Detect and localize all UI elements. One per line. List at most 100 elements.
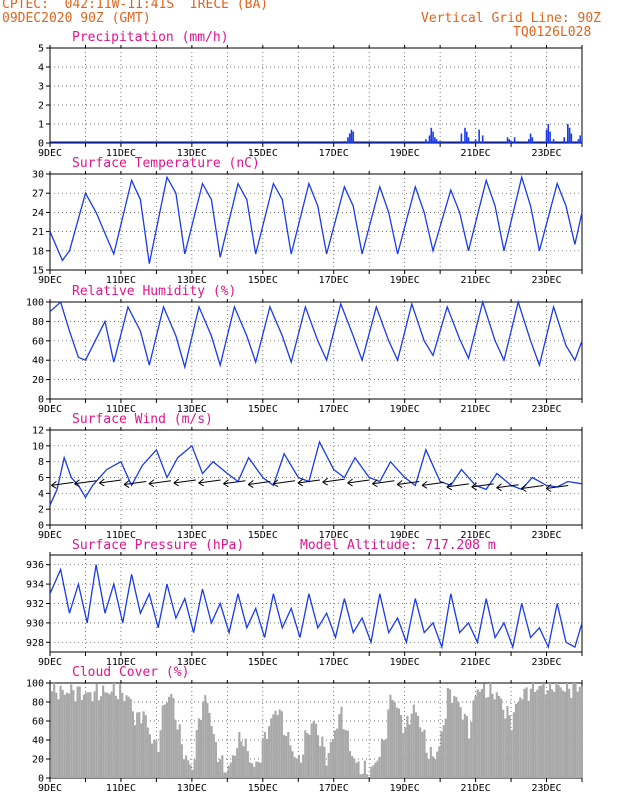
cloud-bar	[317, 735, 320, 778]
wind-vector-shaft	[322, 478, 345, 483]
precip-xtick-label: 21DEC	[461, 148, 491, 159]
cloud-xtick-label: 23DEC	[531, 783, 561, 794]
wind-vector-shaft	[521, 485, 544, 489]
cloud-bar	[574, 683, 577, 778]
cloud-bar	[259, 762, 262, 778]
wind-vector-shaft	[546, 485, 569, 489]
cloud-bar	[80, 700, 83, 778]
cloud-ytick-label: 40	[32, 736, 44, 747]
cloud-bar	[176, 729, 179, 778]
wind-vector-head	[521, 484, 527, 492]
cloud-bar	[448, 689, 452, 778]
wind-vector-head	[123, 480, 130, 488]
cloud-bar	[565, 683, 569, 778]
cloud-bar	[391, 699, 394, 778]
cloud-bar	[321, 736, 324, 778]
cloud-bar	[76, 686, 79, 778]
cloud-bar	[395, 707, 398, 778]
cloud-bar	[308, 734, 311, 778]
cloud-bar	[502, 709, 505, 778]
cloud-bar	[268, 726, 271, 778]
precip-bar	[430, 127, 433, 143]
wind-vector-shaft	[148, 480, 172, 485]
precip-frame	[49, 47, 583, 144]
precip-bar	[552, 139, 555, 143]
wind-vector	[421, 480, 445, 489]
cloud-bar	[91, 701, 94, 778]
precip-title: Precipitation (mm/h)	[72, 30, 229, 45]
precip-bar	[428, 135, 431, 143]
cloud-bar	[525, 687, 528, 778]
wind-vector-head	[372, 479, 378, 488]
cloud-bar	[510, 730, 513, 778]
rh-xtick-label: 21DEC	[461, 404, 491, 415]
cloud-bar	[531, 683, 535, 778]
wind-vector-head	[322, 477, 329, 486]
cloud-bar	[51, 691, 54, 778]
cloud-bar	[489, 683, 492, 778]
pressure-xtick-label: 9DEC	[38, 657, 62, 668]
cloud-bar	[444, 718, 447, 778]
pressure-title: Surface Pressure (hPa)	[72, 538, 244, 553]
temp-ytick-label: 27	[32, 189, 44, 200]
cloud-bar	[204, 695, 207, 778]
cloud-bar	[421, 731, 424, 778]
cloud-bar	[106, 692, 109, 778]
cloud-bar	[121, 692, 124, 778]
cloud-bar	[576, 691, 579, 778]
wind-vector-head	[74, 479, 80, 488]
cloud-bar	[431, 756, 435, 778]
temp-ytick-label: 24	[32, 208, 44, 219]
cloud-bar	[202, 701, 205, 778]
wind-vector	[297, 478, 320, 487]
precip-bar	[348, 133, 351, 143]
cloud-bar	[151, 743, 154, 778]
wind-xtick-label: 17DEC	[319, 530, 349, 541]
cloud-bar	[293, 757, 296, 778]
cloud-bar	[514, 703, 518, 778]
wind-vector	[347, 478, 370, 487]
cloud-bar	[248, 762, 252, 778]
cloud-bar	[289, 745, 292, 778]
precip-xtick-label: 13DEC	[177, 148, 207, 159]
cloud-ytick-label: 0	[38, 774, 44, 785]
cloud-bar	[208, 712, 211, 778]
cloud-bar	[125, 695, 128, 778]
cloud-bar	[172, 697, 175, 778]
cloud-bar	[434, 759, 437, 778]
rh-xtick-label: 15DEC	[248, 404, 278, 415]
cloud-bar	[178, 724, 181, 778]
precip-ytick-label: 3	[38, 82, 44, 93]
pressure-ytick-label: 928	[26, 638, 44, 649]
cloud-bar	[170, 693, 173, 778]
cloud-bar	[57, 699, 60, 778]
precip-bar	[531, 137, 534, 143]
cloud-bar	[251, 763, 254, 778]
cloud-bar	[310, 723, 313, 778]
cloud-bar	[399, 714, 403, 778]
temp-xtick-label: 11DEC	[106, 275, 136, 286]
wind-panel: 0 2 4 6 8 10 12 9DEC 11DEC 13DEC 15DEC 17DEC 19DEC 21…	[32, 412, 583, 541]
cloud-bar	[280, 711, 283, 778]
cloud-bar	[327, 752, 330, 778]
precip-ytick-label: 5	[38, 44, 44, 55]
cloud-ytick-label: 80	[32, 698, 44, 709]
rh-ytick-label: 80	[32, 317, 44, 328]
cloud-bar	[93, 691, 96, 778]
temp-xtick-label: 21DEC	[461, 275, 491, 286]
cloud-bar	[302, 754, 305, 778]
header-grid-line: Vertical Grid Line: 90Z	[421, 11, 602, 26]
wind-vector-head	[545, 484, 552, 492]
pressure-ytick-label: 930	[26, 618, 44, 629]
precip-bar	[508, 139, 511, 143]
cloud-bar	[429, 747, 432, 778]
cloud-bar	[329, 742, 332, 778]
precip-bar	[549, 131, 551, 143]
cloud-bar	[451, 702, 454, 778]
temp-xtick-label: 17DEC	[319, 275, 349, 286]
cloud-bar	[274, 710, 277, 778]
rh-panel: 0 20 40 60 80 100 9DEC 11DEC 13DEC 15DEC 17DEC 19DE…	[26, 284, 583, 415]
wind-vector	[272, 479, 296, 488]
cloud-ytick-label: 20	[32, 755, 44, 766]
wind-vector	[247, 480, 271, 488]
